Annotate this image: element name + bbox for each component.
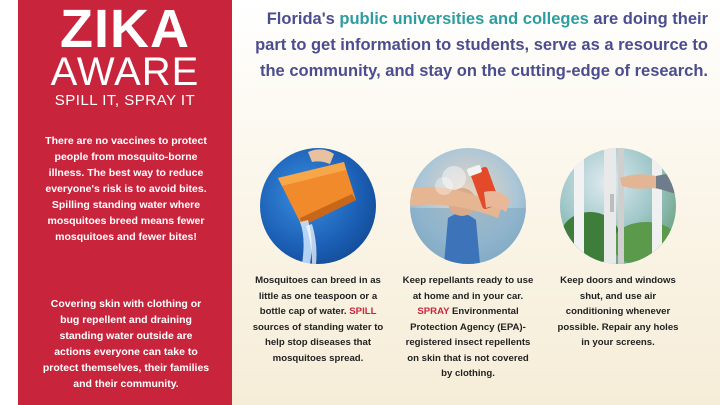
window-close-icon — [560, 148, 676, 264]
tip-spill-keyword: SPILL — [349, 306, 377, 317]
brand-tagline: SPILL IT, SPRAY IT — [54, 92, 196, 109]
headline-highlight: public universities and colleges — [339, 10, 589, 28]
intro-paragraph: There are no vaccines to protect people … — [45, 135, 207, 243]
tip-window-text: Keep doors and windows shut, and use air… — [557, 275, 679, 348]
tip-spray-keyword: SPRAY — [417, 306, 450, 317]
brand-subtitle: AWARE — [50, 50, 200, 94]
left-panel: ZIKA AWARE SPILL IT, SPRAY IT There are … — [18, 0, 232, 405]
tip-spill-post: sources of standing water to help stop d… — [252, 321, 384, 364]
tip-spray-post: Environmental Protection Agency (EPA)-re… — [405, 306, 531, 379]
tip-spray-pre: Keep repellants ready to use at home and… — [402, 275, 534, 302]
actions-paragraph: Covering skin with clothing or bug repel… — [42, 298, 210, 390]
bucket-spill-icon — [260, 148, 376, 264]
right-panel: Florida's public universities and colleg… — [232, 0, 720, 405]
tip-spill-pre: Mosquitoes can breed in as little as one… — [255, 275, 381, 317]
headline-part1: Florida's — [266, 10, 340, 28]
headline: Florida's public universities and colleg… — [252, 6, 708, 84]
spray-repellent-icon — [410, 148, 526, 264]
headline-part2: are doing their part to get information … — [255, 10, 708, 80]
tip-spill-text: Mosquitoes can breed in as little as one… — [252, 273, 384, 366]
tip-spray-text: Keep repellants ready to use at home and… — [402, 273, 534, 382]
brand-title: ZIKA — [60, 0, 190, 59]
